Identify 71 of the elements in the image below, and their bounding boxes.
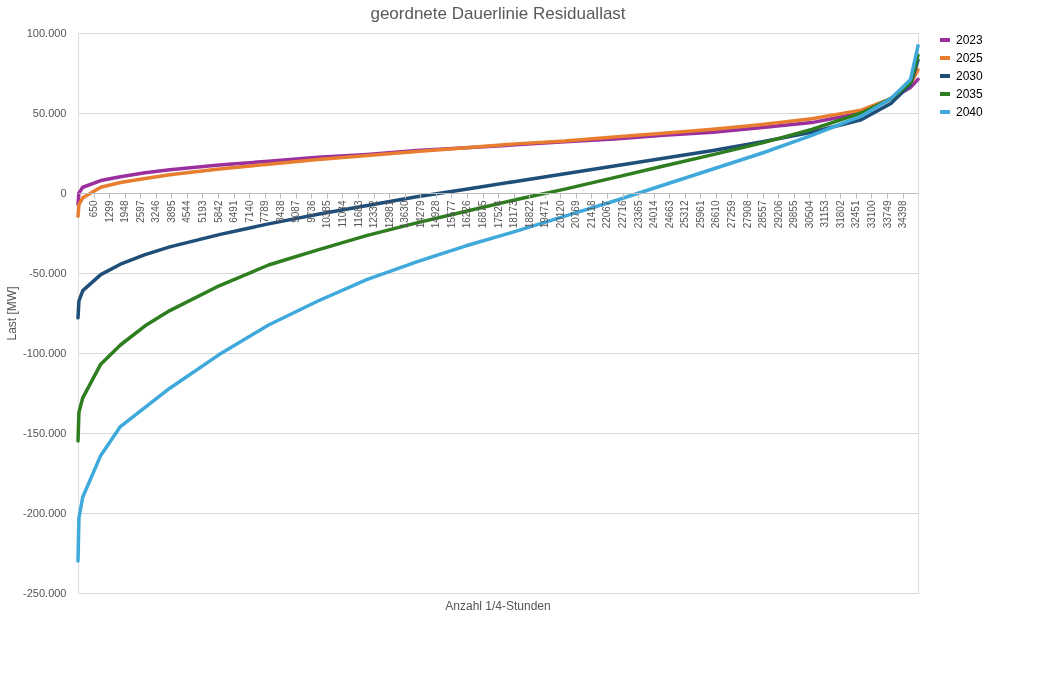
x-tick-label: 8438: [274, 200, 286, 223]
x-tick-label: 5842: [212, 200, 224, 223]
chart-title: geordnete Dauerlinie Residuallast: [370, 4, 626, 23]
x-tick-label: 9736: [305, 200, 317, 223]
x-tick-label: 25961: [694, 200, 706, 229]
x-tick-label: 17524: [492, 200, 504, 229]
x-tick-label: 3246: [150, 200, 162, 223]
y-tick-label: -200.000: [23, 506, 67, 519]
x-tick-label: 30504: [803, 200, 815, 229]
x-tick-label: 12981: [383, 200, 395, 229]
x-tick-label: 13630: [399, 200, 411, 229]
line-series: [76, 53, 920, 443]
x-tick-label: 3895: [165, 200, 177, 223]
x-tick-label: 33749: [881, 200, 893, 229]
y-axis-title: Last [MW]: [5, 286, 20, 341]
x-tick-label: 23365: [632, 200, 644, 229]
x-tick-label: 26610: [710, 200, 722, 229]
x-tick-label: 21418: [585, 200, 597, 229]
x-tick-label: 20120: [554, 200, 566, 229]
y-tick-label: -50.000: [29, 266, 67, 279]
x-tick-label: 7140: [243, 200, 255, 223]
legend-label: 2040: [956, 105, 984, 119]
x-tick-label: 14928: [430, 200, 442, 229]
x-tick-label: 16875: [477, 200, 489, 229]
legend-label: 2030: [956, 69, 984, 83]
x-tick-label: 29206: [772, 200, 784, 229]
x-tick-label: 18173: [508, 200, 520, 229]
x-tick-label: 18822: [523, 200, 535, 229]
x-tick-label: 22716: [617, 200, 629, 229]
x-tick-label: 16226: [461, 200, 473, 229]
x-tick-label: 1948: [119, 200, 131, 223]
x-tick-label: 31153: [819, 200, 831, 228]
x-tick-label: 25312: [679, 200, 691, 229]
line-series: [76, 44, 920, 563]
x-tick-label: 28557: [757, 200, 769, 229]
x-tick-label: 14279: [414, 200, 426, 229]
x-tick-label: 29855: [788, 200, 800, 229]
x-tick-label: 1299: [103, 200, 115, 223]
x-tick-label: 11034: [337, 200, 348, 228]
x-tick-label: 27259: [725, 200, 737, 229]
x-tick-label: 24663: [663, 200, 675, 229]
x-tick-label: 650: [88, 200, 100, 218]
x-tick-label: 9087: [290, 200, 302, 223]
x-tick-label: 12332: [368, 200, 380, 229]
x-tick-label: 34398: [897, 200, 909, 229]
x-tick-label: 31802: [834, 200, 846, 229]
x-tick-label: 7789: [259, 200, 271, 223]
x-tick-label: 20769: [570, 200, 582, 229]
y-tick-label: -100.000: [23, 346, 67, 359]
x-tick-label: 5193: [196, 200, 208, 223]
x-axis-title: Anzahl 1/4-Stunden: [445, 599, 551, 613]
y-tick-label: 0: [60, 186, 67, 199]
x-tick-label: 19471: [539, 200, 551, 229]
x-tick-label: 2597: [134, 200, 146, 223]
legend-label: 2025: [956, 51, 984, 65]
x-tick-label: 24014: [648, 200, 660, 229]
legend-label: 2023: [956, 33, 984, 47]
x-tick-label: 11683: [352, 200, 364, 228]
y-tick-label: -250.000: [23, 586, 67, 599]
x-tick-label: 22067: [601, 200, 613, 229]
y-tick-label: -150.000: [23, 426, 67, 439]
x-tick-label: 33100: [865, 200, 877, 229]
y-tick-label: 100.000: [26, 26, 67, 39]
legend-label: 2035: [956, 87, 984, 101]
x-tick-label: 4544: [181, 200, 193, 223]
x-tick-label: 10385: [321, 200, 333, 229]
x-tick-label: 32451: [850, 200, 862, 229]
x-tick-label: 27908: [741, 200, 753, 229]
y-tick-label: 50.000: [32, 106, 67, 119]
x-tick-label: 15577: [445, 200, 457, 229]
x-tick-label: 6491: [228, 200, 240, 223]
